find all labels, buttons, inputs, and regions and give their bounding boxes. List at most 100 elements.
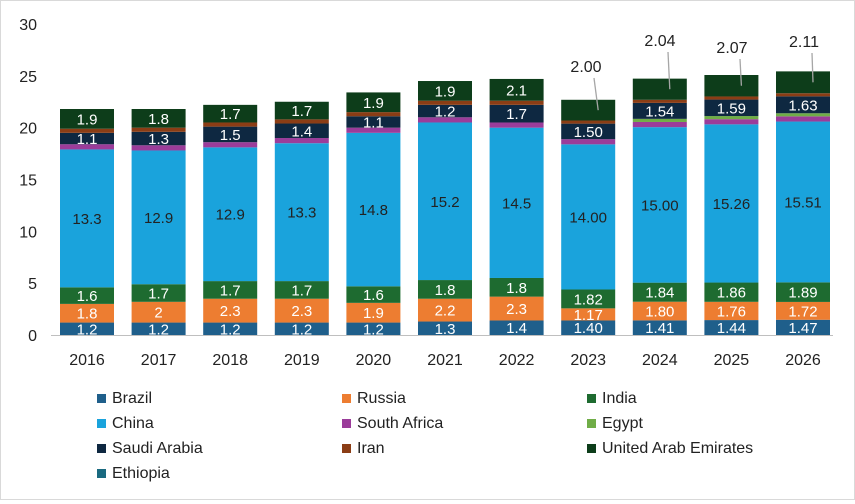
data-label-brazil: 1.2 bbox=[291, 321, 312, 338]
bar-segment-united-arab-emirates bbox=[776, 71, 830, 94]
y-tick-label: 0 bbox=[28, 328, 37, 345]
data-label-united-arab-emirates: 2.00 bbox=[570, 59, 601, 76]
bar-segment-united-arab-emirates bbox=[489, 78, 544, 101]
legend-swatch bbox=[587, 444, 596, 453]
bar-segment-china bbox=[489, 127, 544, 278]
bar-segment-russia bbox=[60, 303, 114, 323]
data-label-brazil: 1.3 bbox=[435, 321, 456, 338]
data-label-saudi-arabia: 1.4 bbox=[291, 123, 312, 140]
data-label-united-arab-emirates: 2.07 bbox=[716, 40, 747, 57]
data-label-india: 1.7 bbox=[220, 282, 241, 299]
legend-swatch bbox=[342, 419, 351, 428]
bar-segment-south-africa bbox=[776, 116, 830, 122]
legend-label: South Africa bbox=[357, 415, 443, 432]
bar-segment-egypt bbox=[704, 116, 759, 120]
data-label-india: 1.89 bbox=[788, 285, 817, 302]
data-label-saudi-arabia: 1.59 bbox=[717, 100, 746, 117]
x-tick-label: 2016 bbox=[69, 352, 105, 369]
data-label-russia: 1.76 bbox=[717, 303, 746, 320]
bar-segment-iran bbox=[704, 96, 759, 100]
data-label-china: 14.8 bbox=[359, 202, 388, 219]
bar-segment-saudi-arabia bbox=[632, 102, 687, 119]
bar-segment-iran bbox=[561, 120, 616, 124]
data-label-brazil: 1.2 bbox=[77, 321, 98, 338]
y-tick-label: 5 bbox=[28, 276, 37, 293]
bar-segment-brazil bbox=[632, 320, 687, 335]
bar-segment-india bbox=[274, 281, 329, 299]
x-tick-label: 2024 bbox=[642, 352, 678, 369]
legend-label: Egypt bbox=[602, 415, 643, 432]
bar-segment-russia bbox=[203, 298, 258, 323]
data-label-india: 1.6 bbox=[77, 288, 98, 305]
legend-item-brazil: Brazil bbox=[97, 390, 152, 407]
data-label-saudi-arabia: 1.7 bbox=[506, 106, 527, 123]
bar-segment-saudi-arabia bbox=[561, 123, 616, 140]
data-label-china: 15.51 bbox=[784, 194, 822, 211]
bar-segment-south-africa bbox=[632, 121, 687, 128]
legend-label: Russia bbox=[357, 390, 406, 407]
data-label-russia: 2.3 bbox=[506, 301, 527, 318]
bar-segment-india bbox=[704, 282, 759, 302]
bar-segment-brazil bbox=[274, 322, 329, 335]
bar-segment-south-africa bbox=[131, 145, 186, 151]
bar-segment-iran bbox=[274, 119, 329, 124]
bars-layer bbox=[60, 71, 830, 335]
bar-segment-brazil bbox=[60, 322, 114, 335]
bar-segment-iran bbox=[131, 127, 186, 132]
data-label-china: 13.3 bbox=[72, 211, 101, 228]
y-tick-label: 10 bbox=[19, 224, 37, 241]
data-label-india: 1.6 bbox=[363, 287, 384, 304]
x-tick-label: 2025 bbox=[714, 352, 750, 369]
legend-label: China bbox=[112, 415, 154, 432]
bar-segment-south-africa bbox=[561, 139, 616, 145]
bar-segment-india bbox=[632, 282, 687, 302]
data-label-russia: 1.8 bbox=[77, 306, 98, 323]
bar-segment-united-arab-emirates bbox=[131, 109, 186, 128]
bar-segment-saudi-arabia bbox=[776, 96, 830, 114]
bar-segment-south-africa bbox=[704, 119, 759, 125]
bar-segment-iran bbox=[60, 128, 114, 133]
legend-swatch bbox=[97, 419, 106, 428]
data-label-united-arab-emirates: 2.1 bbox=[506, 82, 527, 99]
data-label-russia: 2 bbox=[154, 305, 162, 322]
bar-segment-iran bbox=[489, 100, 544, 105]
legend-swatch bbox=[97, 444, 106, 453]
bar-segment-iran bbox=[418, 100, 472, 105]
data-label-saudi-arabia: 1.1 bbox=[77, 131, 98, 148]
bar-segment-united-arab-emirates bbox=[346, 92, 401, 113]
bar-segment-egypt bbox=[632, 118, 687, 122]
data-label-india: 1.86 bbox=[717, 285, 746, 302]
bar-segment-india bbox=[60, 287, 114, 304]
data-label-brazil: 1.2 bbox=[220, 321, 241, 338]
data-label-russia: 2.3 bbox=[220, 303, 241, 320]
bar-segment-saudi-arabia bbox=[131, 131, 186, 146]
x-tick-label: 2020 bbox=[356, 352, 392, 369]
x-tick-label: 2018 bbox=[212, 352, 248, 369]
data-label-china: 15.26 bbox=[713, 196, 751, 213]
bar-segment-brazil bbox=[203, 322, 258, 335]
bar-segment-china bbox=[274, 143, 329, 282]
data-labels-layer: 1.21.81.613.31.11.91.221.712.91.31.81.22… bbox=[72, 33, 821, 338]
data-label-united-arab-emirates: 1.8 bbox=[148, 111, 169, 128]
data-label-brazil: 1.2 bbox=[363, 321, 384, 338]
data-label-saudi-arabia: 1.5 bbox=[220, 127, 241, 144]
bar-segment-united-arab-emirates bbox=[60, 109, 114, 129]
bar-segment-saudi-arabia bbox=[203, 126, 258, 143]
y-tick-label: 20 bbox=[19, 121, 37, 138]
bar-segment-iran bbox=[776, 93, 830, 97]
bar-segment-united-arab-emirates bbox=[561, 99, 616, 121]
bar-segment-india bbox=[346, 286, 401, 303]
callout-leader-line bbox=[739, 58, 743, 86]
data-label-brazil: 1.40 bbox=[574, 320, 603, 337]
data-label-brazil: 1.2 bbox=[148, 321, 169, 338]
bar-segment-brazil bbox=[418, 321, 472, 335]
data-label-china: 15.2 bbox=[430, 194, 459, 211]
legend-item-south-africa: South Africa bbox=[342, 415, 443, 432]
legend-swatch bbox=[342, 444, 351, 453]
callout-leader-line bbox=[811, 52, 814, 83]
data-label-saudi-arabia: 1.54 bbox=[645, 103, 674, 120]
data-label-russia: 2.2 bbox=[435, 303, 456, 320]
data-label-brazil: 1.41 bbox=[645, 320, 674, 337]
x-tick-label: 2022 bbox=[499, 352, 535, 369]
data-label-brazil: 1.47 bbox=[788, 320, 817, 337]
